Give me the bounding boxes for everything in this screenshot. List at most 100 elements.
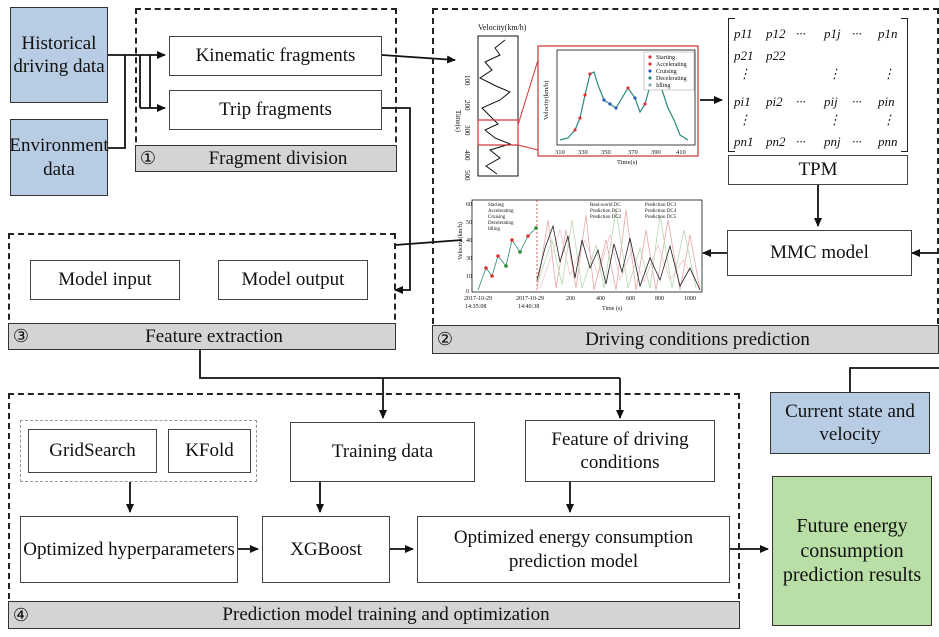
matrix-dots-6: ··· (852, 134, 862, 149)
training-data-box: Training data (290, 422, 475, 482)
historical-data-box: Historical driving data (10, 7, 108, 103)
gridsearch-box: GridSearch (28, 429, 157, 473)
section1-label: ① Fragment division (135, 145, 397, 172)
kfold-box: KFold (168, 429, 251, 473)
model-output-box: Model output (218, 260, 368, 300)
chart2-date2-a: 2017-10-29 (516, 296, 544, 302)
chart1-xtick-350: 350 (601, 149, 611, 156)
matrix-pi1: pi1 (734, 94, 751, 109)
chart1-legend-starting: Starting (656, 55, 675, 61)
chart2-dc3 (539, 228, 699, 289)
matrix-p11: p11 (734, 26, 753, 41)
matrix-dots-4: ··· (852, 94, 862, 109)
chart1-left-trace (479, 39, 512, 175)
chart2-ytick-60: 60 (466, 202, 472, 208)
section3-number: ③ (12, 326, 30, 346)
tpm-box: TPM (728, 155, 908, 185)
matrix-pin: pin (878, 94, 895, 109)
chart2-xtick-1000: 1000 (684, 296, 696, 302)
optimized-hyperparameters-box: Optimized hyperparameters (20, 516, 238, 583)
line-current-state (849, 367, 939, 392)
chart2-xtick-600: 600 (626, 296, 635, 302)
section2-label: ② Driving conditions prediction (432, 325, 939, 354)
chart2-xtick-800: 800 (655, 296, 664, 302)
chart1-xtick-330: 330 (578, 149, 588, 156)
matrix-dots-1: ··· (796, 26, 806, 41)
chart1-xtick-370: 370 (628, 149, 638, 156)
matrix-vdots: ⋮ (882, 66, 895, 81)
environment-data-box: Environment data (9, 119, 109, 196)
chart1-legend-decelerating: Decelerating (656, 76, 687, 82)
chart2-legend-dc1: Prediction DC1 (590, 209, 622, 214)
chart1-left-tick-200: 200 (463, 100, 471, 111)
section3-title: Feature extraction (145, 325, 283, 347)
chart1-left-tick-400: 400 (463, 150, 471, 161)
chart2-xlabel: Time (s) (602, 305, 622, 312)
chart2-legend-cruising: Cruising (488, 215, 506, 220)
chart2-date1-a: 2017-10-29 (464, 296, 492, 302)
section1-title: Fragment division (208, 147, 348, 169)
chart2-ytick-10: 10 (466, 274, 472, 280)
matrix-pi2: pi2 (766, 94, 783, 109)
section4-label: ④ Prediction model training and optimiza… (8, 601, 740, 629)
chart2-frame (471, 199, 703, 293)
tpm-matrix: p11 p12 ··· p1j ··· p1n p21 p22 ⋮ ⋮ ⋮ pi… (728, 18, 908, 153)
chart2-legend-idling: Idling (488, 227, 500, 232)
matrix-vdots: ⋮ (738, 112, 751, 127)
chart2-ytick-50: 50 (466, 220, 472, 226)
matrix-p1n: p1n (878, 26, 898, 41)
chart1-xtick-390: 390 (651, 149, 661, 156)
matrix-vdots: ⋮ (828, 66, 841, 81)
line-environment-join (108, 55, 126, 149)
section1-number: ① (139, 148, 157, 168)
matrix-p1j: p1j (824, 26, 841, 41)
chart2-legend-real: Real-world DC (590, 203, 621, 208)
chart2-xtick-400: 400 (596, 296, 605, 302)
optimized-model-box: Optimized energy consumption prediction … (417, 516, 730, 583)
kinematic-fragments-box: Kinematic fragments (169, 36, 382, 76)
matrix-pnn: pnn (878, 134, 898, 149)
matrix-vdots: ⋮ (828, 112, 841, 127)
chart1-left-tick-300: 300 (463, 125, 471, 136)
matrix-p22: p22 (766, 48, 786, 63)
matrix-pn1: pn1 (734, 134, 754, 149)
matrix-dots-3: ··· (796, 94, 806, 109)
chart2-legend-dc5: Prediction DC5 (645, 215, 677, 220)
chart2-date2-b: 14:40:38 (518, 304, 539, 310)
arrow-kinematic-to-chart (381, 54, 456, 64)
section4-number: ④ (12, 604, 30, 625)
matrix-dots-5: ··· (796, 134, 806, 149)
chart1-ylabel: Velocity(km/h) (543, 81, 550, 120)
chart1-left-tick-500: 500 (463, 170, 471, 181)
trip-fragments-box: Trip fragments (169, 90, 382, 130)
chart2-real (536, 224, 701, 291)
section2-number: ② (436, 329, 454, 349)
chart2-ytick-40: 40 (466, 238, 472, 244)
chart1-inset-series (559, 71, 689, 141)
mmc-model-box: MMC model (727, 230, 912, 276)
chart1-title: Velocity(km/h) (478, 23, 527, 32)
matrix-vdots: ⋮ (882, 112, 895, 127)
chart2-legend-accelerating: Accelerating (488, 209, 514, 214)
future-energy-results-box: Future energy consumption prediction res… (772, 476, 932, 626)
chart2-legend-dc3: Prediction DC3 (645, 203, 677, 208)
chart2-date1-b: 14:35:08 (465, 304, 486, 310)
section2-title: Driving conditions prediction (585, 328, 810, 350)
chart2-ytick-0: 0 (466, 289, 469, 295)
chart1-xtick-410: 410 (676, 149, 686, 156)
line-chart-to-extraction (394, 239, 463, 246)
chart1-legend-cruising: Cruising (656, 69, 677, 75)
chart1-left-tick-100: 100 (463, 75, 471, 86)
chart2-xtick-200: 200 (566, 296, 575, 302)
matrix-p12: p12 (766, 26, 786, 41)
matrix-pnj: pnj (824, 134, 841, 149)
tuning-group (20, 420, 257, 482)
chart1-xlabel: Time(s) (617, 159, 637, 166)
chart1-left-frame (477, 35, 519, 177)
matrix-vdots: ⋮ (738, 66, 751, 81)
section4-title: Prediction model training and optimizati… (222, 604, 550, 625)
matrix-pij: pij (824, 94, 838, 109)
matrix-p21: p21 (734, 48, 754, 63)
